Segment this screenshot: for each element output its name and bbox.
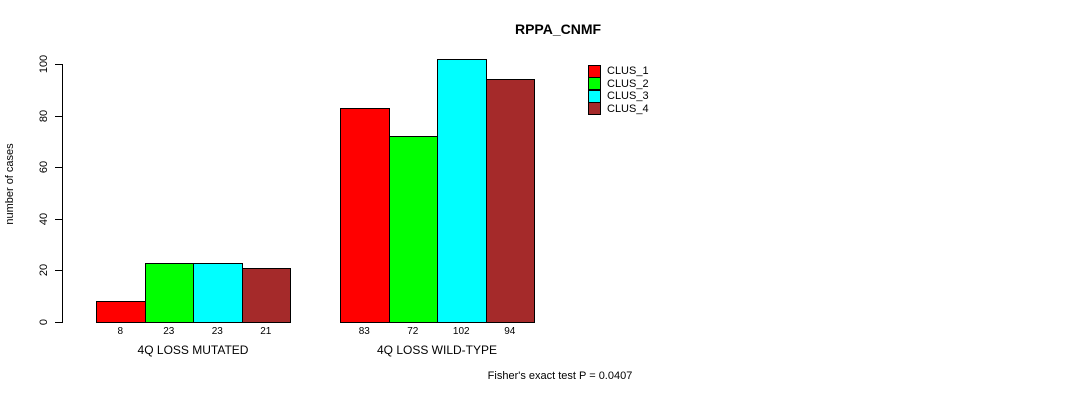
bar-clus_2-group1 [144,263,194,323]
bar-clus_1-group2 [340,108,390,323]
bar-value-label: 94 [504,326,516,337]
x-group-label: 4Q LOSS WILD-TYPE [376,343,498,357]
legend-swatch-clus_4 [588,102,601,116]
annotation-pvalue: Fisher's exact test P = 0.0407 [487,370,633,382]
bar-clus_4-group1 [241,268,291,323]
y-axis-tick [55,322,62,323]
legend-swatch-clus_2 [588,77,601,91]
bar-clus_3-group1 [193,263,243,323]
bar-value-label: 72 [407,326,419,337]
y-tick-label: 20 [38,263,50,277]
bar-value-label: 8 [117,326,124,337]
y-tick-label: 0 [38,318,50,326]
legend-label: CLUS_3 [607,90,649,103]
legend-label: CLUS_1 [607,65,649,78]
chart-title: RPPA_CNMF [514,21,602,37]
bar-clus_3-group2 [437,59,487,323]
legend-swatch-clus_1 [588,64,601,78]
legend-label: CLUS_2 [607,77,649,90]
y-tick-label: 80 [38,109,50,123]
y-tick-label: 60 [38,160,50,174]
y-axis-tick [55,219,62,220]
legend: CLUS_1 CLUS_2 CLUS_3 CLUS_4 [588,64,649,116]
bar-value-label: 23 [163,326,175,337]
bar-value-label: 21 [260,326,272,337]
bar-value-label: 83 [358,326,370,337]
legend-label: CLUS_4 [607,102,649,115]
y-axis-tick [55,270,62,271]
y-axis-line [62,64,63,323]
legend-swatch-clus_3 [588,89,601,103]
bar-clus_2-group2 [388,136,438,323]
legend-item-clus_1: CLUS_1 [588,64,649,78]
y-axis-tick [55,116,62,117]
y-tick-label: 100 [38,54,50,74]
y-tick-label: 40 [38,212,50,226]
x-group-label: 4Q LOSS MUTATED [137,343,249,357]
y-axis-tick [55,64,62,65]
y-axis-tick [55,167,62,168]
bar-clus_1-group1 [96,301,146,323]
legend-item-clus_3: CLUS_3 [588,89,649,103]
bar-clus_4-group2 [485,79,535,323]
bar-value-label: 102 [452,326,470,337]
legend-item-clus_2: CLUS_2 [588,77,649,91]
legend-item-clus_4: CLUS_4 [588,102,649,116]
bar-value-label: 23 [211,326,223,337]
